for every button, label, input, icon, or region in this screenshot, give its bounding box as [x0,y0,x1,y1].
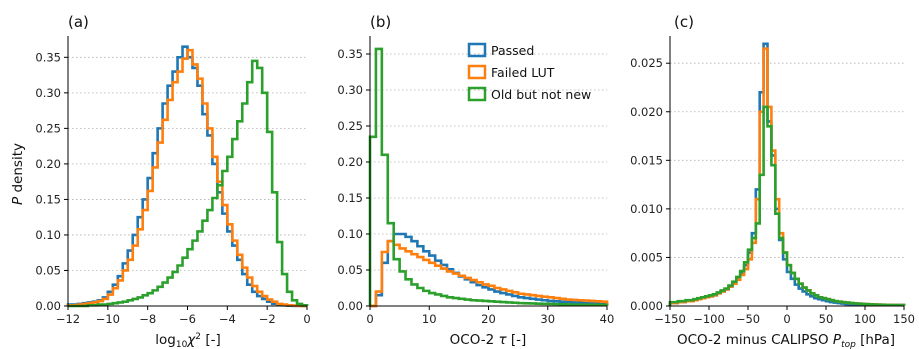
panel-b-y-tick-label: 0.35 [337,47,363,61]
panel-c-x-tick-label: −150 [654,312,686,326]
panel-a-x-tick-label: −6 [179,312,196,326]
panel-b-y-tick-label: 0.25 [337,119,363,133]
panel-c-label: (c) [674,13,694,31]
panel-b-x-tick-label: 0 [366,312,373,326]
panel-b-x-axis-label: OCO-2 τ [-] [450,332,527,348]
panel-b: (b) OCO-2 τ [-] 0 10 20 30 40 0.00 0.05 0.10 0.1… [337,13,614,348]
panel-a-x-tick-label: −10 [96,312,120,326]
panel-b-series-old-but-not-new [368,47,609,307]
panel-a-y-tick-label: 0.25 [35,121,61,135]
panel-a-label: (a) [68,13,89,31]
panel-b-series-passed [370,232,609,308]
panel-b-y-tick-label: 0.05 [337,263,363,277]
panel-c-y-tick-label: 0.015 [630,153,663,167]
panel-c: (c) OCO-2 minus CALIPSO Ptop [hPa] −150−… [630,13,915,349]
panel-c-series-passed [668,42,906,307]
panel-b-y-tick-label: 0.20 [337,155,363,169]
panel-a-y-tick-label: 0.10 [35,228,61,242]
legend-label-failed-lut: Failed LUT [491,65,555,80]
panel-a-x-tick-label: 0 [303,312,310,326]
panel-c-x-tick-label: −100 [693,312,725,326]
panel-c-y-tick-label: 0.005 [630,250,663,264]
shared-y-axis-label: P density [10,143,26,205]
panel-b-x-tick-label: 10 [422,312,437,326]
legend-swatch-passed [467,42,487,58]
panel-b-y-tick-label: 0.15 [337,191,363,205]
panel-b-label: (b) [370,13,391,31]
panel-c-x-tick-label: 100 [854,312,876,326]
panel-a-x-tick-label: −12 [56,312,80,326]
panel-b-y-tick-label: 0.00 [337,299,363,313]
panel-a-x-tick-label: −8 [139,312,156,326]
panel-a-series-old-but-not-new [68,59,309,308]
panel-c-x-tick-label: −50 [736,312,760,326]
panel-a-y-tick-label: 0.00 [35,299,61,313]
panel-c-y-tick-label: 0.025 [630,56,663,70]
panel-a-x-axis-label: log10χ2 [-] [155,332,220,349]
legend-label-old-but-not-new: Old but not new [491,87,591,102]
panel-a-x-tick-label: −2 [259,312,276,326]
panel-b-x-tick-label: 30 [540,312,555,326]
legend-label-passed: Passed [491,43,534,58]
panel-a: (a) log10χ2 [-] −12 −10 −8 −6 −4 −2 0 0.00 0.05 0… [35,13,310,349]
legend-swatch-old-but-not-new [467,86,487,102]
panel-a-y-tick-label: 0.30 [35,86,61,100]
panel-c-y-tick-label: 0.010 [630,202,663,216]
panel-c-y-tick-label: 0.020 [630,105,663,119]
panel-b-x-tick-label: 20 [481,312,496,326]
panel-c-x-tick-label: 150 [893,312,915,326]
panel-a-y-tick-label: 0.15 [35,192,61,206]
panel-c-x-tick-label: 0 [783,312,790,326]
panel-a-y-tick-label: 0.05 [35,263,61,277]
panel-b-y-tick-label: 0.10 [337,227,363,241]
panel-c-x-tick-label: 50 [819,312,834,326]
legend-swatch-failed-lut [467,64,487,80]
panel-b-series-failed-lut [370,239,609,308]
panel-a-x-tick-label: −4 [219,312,236,326]
panel-a-y-tick-label: 0.35 [35,50,61,64]
panel-b-x-tick-label: 40 [600,312,615,326]
panel-a-y-tick-label: 0.20 [35,157,61,171]
legend: Passed Failed LUT Old but not new [467,42,591,102]
panel-c-series-old-but-not-new [668,105,906,307]
panel-a-series-failed-lut [66,48,309,308]
panel-c-y-tick-label: 0.000 [630,299,663,313]
panel-c-x-axis-label: OCO-2 minus CALIPSO Ptop [hPa] [677,332,895,349]
panel-b-y-tick-label: 0.30 [337,83,363,97]
